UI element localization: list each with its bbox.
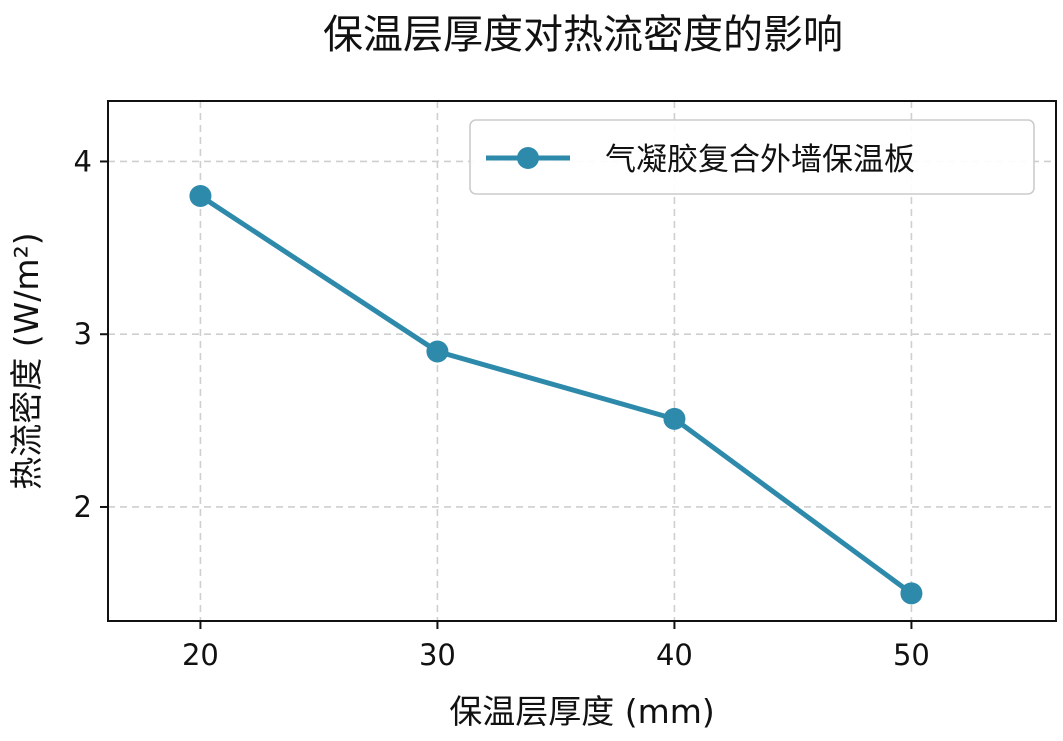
series-line xyxy=(197,193,914,596)
x-axis-label: 保温层厚度 (mm) xyxy=(449,692,715,731)
axis-ticks: 20 30 40 50 2 3 4 xyxy=(74,144,930,672)
data-point xyxy=(426,340,449,363)
y-tick-label: 4 xyxy=(74,144,92,178)
y-axis-label: 热流密度 (W/m²) xyxy=(7,232,46,489)
legend-marker-swatch xyxy=(517,147,539,169)
series-layer xyxy=(189,185,923,605)
y-tick-label: 3 xyxy=(74,317,92,351)
legend-frame xyxy=(469,119,1035,195)
legend: 气凝胶复合外墙保温板 xyxy=(469,119,1035,195)
y-tick-label: 2 xyxy=(74,490,92,524)
legend-label: 气凝胶复合外墙保温板 xyxy=(605,142,915,178)
x-tick-label: 30 xyxy=(419,638,456,672)
x-tick-label: 40 xyxy=(656,638,693,672)
plot-frame xyxy=(107,100,1057,622)
data-point xyxy=(189,185,212,208)
data-point xyxy=(900,582,923,605)
x-tick-label: 50 xyxy=(893,638,930,672)
data-point xyxy=(663,407,686,430)
x-tick-label: 20 xyxy=(182,638,219,672)
chart-title: 保温层厚度对热流密度的影响 xyxy=(323,12,843,58)
